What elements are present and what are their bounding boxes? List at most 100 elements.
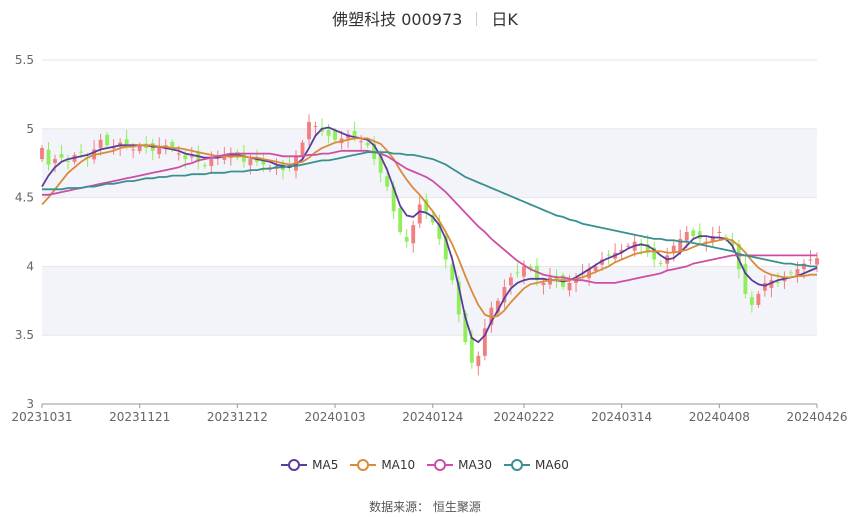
candle-body [567,282,572,291]
candle-body [626,245,631,247]
candle-body [619,249,624,253]
candle-body [430,214,435,223]
candle-body [66,160,70,162]
candle-body [815,258,819,265]
candle-body [365,142,370,146]
candle-body [359,141,364,143]
candle-body [749,297,754,305]
legend-item-ma30[interactable]: MA30 [427,458,492,472]
legend-marker-icon [281,459,308,471]
candle-body [385,176,390,187]
chart-band [42,266,817,336]
candle-body [808,259,813,261]
candle-body [248,159,253,166]
x-tick-label: 20240124 [402,410,463,424]
candle-body [157,146,162,155]
candle-body [300,142,305,157]
data-source: 数据来源： 恒生聚源 [369,500,481,514]
x-tick-label: 20240222 [493,410,554,424]
candle-body [437,222,442,239]
candle-body [352,131,357,138]
candle-body [593,266,598,271]
legend-item-ma60[interactable]: MA60 [504,458,569,472]
legend-item-ma5[interactable]: MA5 [281,458,338,472]
candle-body [131,149,136,151]
candle-body [521,266,526,277]
candle-body [697,231,702,239]
ma10-line [41,137,817,319]
candle-body [53,159,57,163]
candle-body [535,265,539,281]
candle-body [404,236,409,242]
candle-body [789,272,793,274]
candle-body [443,235,448,260]
candle-body [736,244,741,270]
candle-body [391,186,396,212]
candle-body [79,151,84,153]
candle-body [398,208,403,232]
candle-body [59,154,64,158]
candle-body [40,148,44,160]
candle-body [802,263,806,270]
candle-body [176,153,181,155]
candle-body [183,155,188,160]
candle-body [587,269,591,279]
y-tick-label: 4.5 [15,191,34,205]
candle-body [600,259,605,265]
candle-body [333,130,338,140]
candle-body [762,282,767,291]
candle-body [463,312,468,343]
candle-body [313,126,318,128]
candle-body [684,232,689,241]
chart-title: 佛塑科技 000973 日K [0,6,850,30]
candle-body [795,269,800,277]
candle-body [456,281,461,315]
candle-body [482,328,487,356]
candle-body [691,230,696,237]
candlestick-chart: 3 3.5 4 4.5 5 5.5 20231031 20231121 20231212 2024… [11,53,847,424]
stock-name: 佛塑科技 000973 [332,10,463,29]
candle-body [476,355,481,367]
y-tick-label: 5.5 [15,53,34,67]
candle-body [652,247,657,260]
candle-body [515,272,520,274]
legend-label: MA60 [535,458,569,472]
candle-body [105,134,110,146]
y-tick-label: 4 [26,259,34,273]
candle-body [46,149,51,165]
candle-body [378,154,383,173]
candle-body [111,146,116,149]
legend-label: MA10 [381,458,416,472]
candle-body [658,262,663,264]
candle-body [502,287,507,303]
candle-body [710,236,715,242]
candle-body [671,245,676,253]
candle-body [261,158,266,165]
legend-marker-icon [427,459,454,471]
candle-body [508,277,513,286]
x-tick-label: 20240426 [786,410,847,424]
candle-body [469,337,474,363]
candle-body [241,152,246,162]
legend-item-ma10[interactable]: MA10 [350,458,415,472]
y-tick-label: 5 [26,122,34,136]
candle-body [606,254,611,256]
candle-body [717,232,722,233]
candle-body [202,165,207,167]
x-tick-label: 20240103 [305,410,366,424]
legend-marker-icon [350,459,377,471]
candle-body [326,129,331,136]
candle-body [411,225,416,244]
candle-body [495,300,500,313]
y-tick-label: 3.5 [15,328,34,342]
legend-label: MA5 [312,458,339,472]
candle-body [743,264,748,294]
legend-label: MA30 [458,458,493,472]
candle-body [678,238,683,251]
candle-body [450,264,455,281]
x-tick-label: 20231212 [207,410,268,424]
candle-body [756,293,761,305]
candle-body [254,159,259,162]
candle-body [723,236,728,239]
candle-body [98,139,103,148]
